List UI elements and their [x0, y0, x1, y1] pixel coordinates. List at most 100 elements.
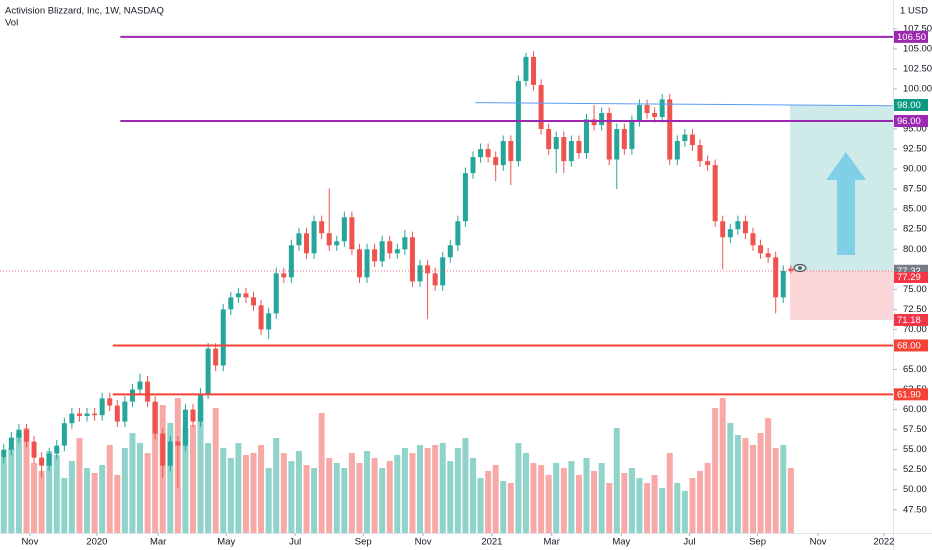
- volume-bar: [235, 443, 242, 533]
- volume-bar: [333, 463, 340, 533]
- volume-bar: [91, 473, 98, 533]
- volume-bar: [394, 455, 401, 533]
- volume-bar: [364, 451, 371, 533]
- volume-bar: [515, 443, 522, 533]
- candle-body: [122, 401, 128, 422]
- level-label-box: [894, 339, 928, 352]
- candle-body: [228, 297, 234, 310]
- candle-body: [780, 270, 786, 298]
- volume-bar: [454, 448, 461, 533]
- volume-bar: [742, 438, 749, 533]
- volume-bar: [15, 433, 22, 533]
- candle-body: [697, 145, 703, 162]
- candle-body: [773, 257, 779, 298]
- volume-bar: [469, 458, 476, 533]
- x-tick-label: Nov: [810, 537, 827, 548]
- volume-bar: [288, 461, 295, 533]
- candle-body: [198, 393, 204, 422]
- volume-bar: [212, 408, 219, 533]
- volume-bar: [560, 468, 567, 533]
- candle-body: [167, 441, 173, 466]
- candle-body: [243, 293, 249, 298]
- volume-bar: [727, 423, 734, 533]
- candle-body: [538, 84, 544, 130]
- candle-body: [478, 149, 484, 158]
- volume-bar: [152, 403, 159, 533]
- last-price-label: 77.29: [897, 272, 921, 283]
- candle-body: [584, 119, 590, 154]
- candle-body: [531, 56, 537, 85]
- candle-body: [758, 245, 764, 254]
- candle-body: [599, 113, 605, 126]
- y-tick-label: 102.50: [903, 63, 932, 74]
- candle-body: [462, 173, 468, 222]
- level-label: 61.90: [897, 389, 921, 400]
- candle-body: [568, 141, 574, 162]
- volume-bar: [568, 461, 575, 533]
- entry-label: 77.32: [897, 266, 921, 277]
- candle-body: [76, 413, 82, 416]
- volume-bar: [8, 448, 15, 533]
- volume-bar: [205, 443, 212, 533]
- candle-body: [213, 348, 219, 366]
- candle-body: [160, 433, 166, 466]
- x-tick-label: Jul: [683, 537, 695, 548]
- volume-bar: [99, 465, 106, 533]
- y-tick-label: 100.00: [903, 83, 932, 94]
- candle-body: [561, 137, 567, 162]
- candle-body: [281, 273, 287, 278]
- volume-bar: [137, 443, 144, 533]
- candle-body: [614, 129, 620, 160]
- volume-bar: [371, 458, 378, 533]
- volume-bar: [485, 471, 492, 533]
- level-label: 96.00: [897, 116, 921, 127]
- candle-body: [152, 401, 158, 434]
- volume-bar: [659, 488, 666, 533]
- volume-bar: [734, 435, 741, 533]
- volume-bar: [121, 448, 128, 533]
- volume-bar: [530, 463, 537, 533]
- candle-body: [659, 99, 665, 118]
- candle-body: [742, 221, 748, 234]
- candle-body: [629, 121, 635, 150]
- candle-body: [205, 348, 211, 394]
- candle-body: [493, 157, 499, 166]
- volume-bar: [477, 478, 484, 533]
- candle-body: [591, 119, 597, 126]
- candle-body: [394, 249, 400, 254]
- candle-body: [341, 217, 347, 242]
- y-tick-label: 50.00: [903, 484, 927, 495]
- candle-body: [425, 265, 431, 274]
- volume-bar: [250, 453, 257, 533]
- candle-body: [84, 413, 90, 416]
- volume-bar: [258, 445, 265, 533]
- volume-bar: [265, 468, 272, 533]
- x-tick-label: Jul: [289, 537, 301, 548]
- candle-body: [311, 221, 317, 254]
- candle-body: [667, 99, 673, 160]
- y-tick-label: 92.50: [903, 144, 927, 155]
- level-label: 106.50: [897, 32, 926, 43]
- volume-bar: [583, 458, 590, 533]
- candle-body: [296, 233, 302, 246]
- candle-body: [31, 441, 37, 458]
- y-tick-label: 60.00: [903, 404, 927, 415]
- y-tick-label: 75.00: [903, 284, 927, 295]
- candle-body: [235, 293, 241, 298]
- plot-area: [0, 35, 894, 533]
- candle-body: [182, 409, 188, 446]
- volume-bar: [697, 471, 704, 533]
- volume-bar: [68, 461, 75, 533]
- volume-bar: [644, 483, 651, 533]
- volume-bar: [575, 475, 582, 533]
- volume-bar: [765, 418, 772, 533]
- volume-bar: [719, 398, 726, 533]
- volume-bar: [447, 461, 454, 533]
- volume-bar: [749, 445, 756, 533]
- volume-bar: [303, 465, 310, 533]
- last-price-box: [894, 271, 928, 283]
- volume-bar: [780, 445, 787, 533]
- candle-body: [553, 137, 559, 150]
- volume-bar: [197, 398, 204, 533]
